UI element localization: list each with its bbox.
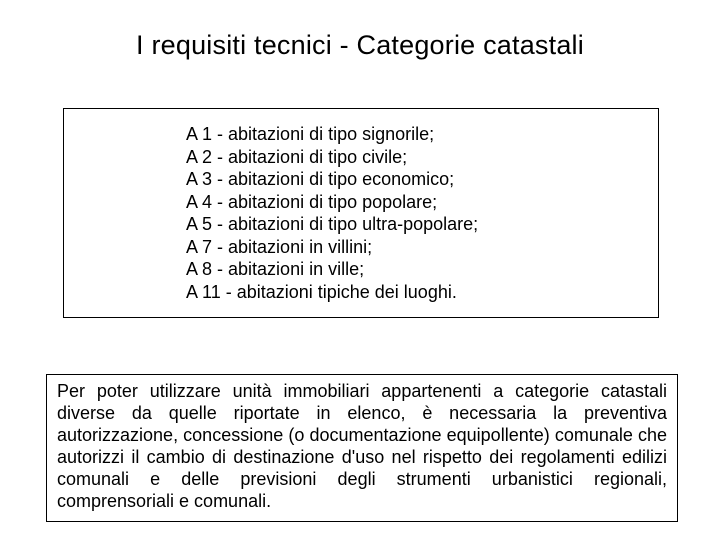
category-item: A 3 - abitazioni di tipo economico; (186, 168, 658, 191)
category-item: A 2 - abitazioni di tipo civile; (186, 146, 658, 169)
category-item: A 7 - abitazioni in villini; (186, 236, 658, 259)
category-item: A 1 - abitazioni di tipo signorile; (186, 123, 658, 146)
note-box: Per poter utilizzare unità immobiliari a… (46, 374, 678, 522)
category-item: A 8 - abitazioni in ville; (186, 258, 658, 281)
slide-title: I requisiti tecnici - Categorie catastal… (0, 30, 720, 61)
slide: I requisiti tecnici - Categorie catastal… (0, 0, 720, 540)
categories-box: A 1 - abitazioni di tipo signorile; A 2 … (63, 108, 659, 318)
category-item: A 5 - abitazioni di tipo ultra-popolare; (186, 213, 658, 236)
category-item: A 4 - abitazioni di tipo popolare; (186, 191, 658, 214)
category-item: A 11 - abitazioni tipiche dei luoghi. (186, 281, 658, 304)
